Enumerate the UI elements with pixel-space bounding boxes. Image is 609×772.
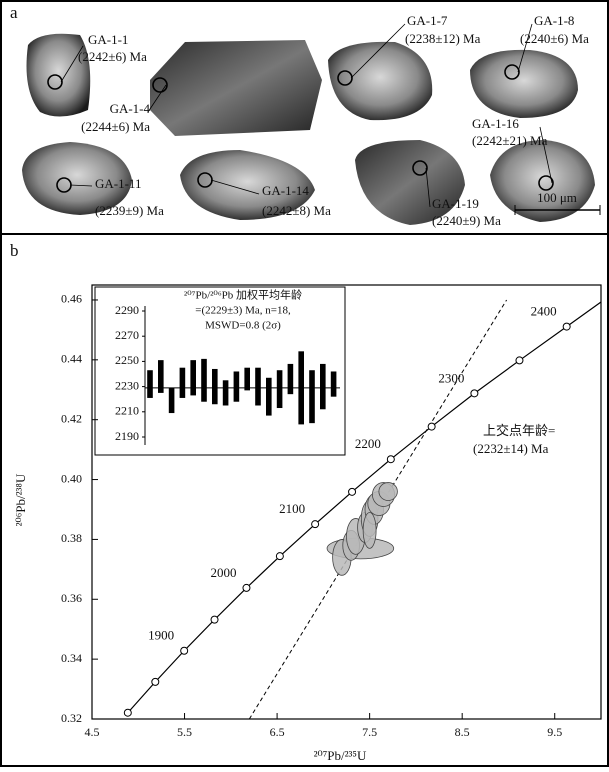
error-bar <box>212 369 218 404</box>
spot-name: GA-1-8 <box>534 13 574 28</box>
spot-name: GA-1-14 <box>262 183 309 198</box>
error-bar <box>244 368 250 391</box>
analysis-ellipse <box>379 483 398 501</box>
concordia-point <box>428 423 435 430</box>
y-tick-label: 0.40 <box>61 471 82 485</box>
error-bar <box>331 371 337 396</box>
spot-age: (2242±21) Ma <box>472 133 548 148</box>
y-tick-label: 0.46 <box>61 292 82 306</box>
concordia-point <box>563 323 570 330</box>
age-label: 2300 <box>438 370 464 385</box>
x-tick-label: 6.5 <box>270 725 285 739</box>
error-bar <box>277 370 283 408</box>
inset-title: ²⁰⁷Pb/²⁰⁶Pb 加权平均年龄 <box>184 288 302 302</box>
error-bar <box>223 380 229 405</box>
error-bar <box>158 360 164 393</box>
error-bar <box>180 368 186 398</box>
y-tick-label: 0.34 <box>61 651 82 665</box>
x-tick-label: 8.5 <box>455 725 470 739</box>
y-tick-label: 0.32 <box>61 711 82 725</box>
y-tick-label: 0.38 <box>61 531 82 545</box>
x-tick-label: 7.5 <box>362 725 377 739</box>
spot-name: GA-1-11 <box>95 176 141 191</box>
error-bar <box>190 360 196 395</box>
panel-label: a <box>10 3 18 22</box>
concordia-point <box>181 647 188 654</box>
spot-age: (2239±9) Ma <box>95 203 164 218</box>
spot-name: GA-1-7 <box>407 13 448 28</box>
y-axis-label: ²⁰⁶Pb/²³⁸U <box>13 473 28 526</box>
intercept-label: 上交点年龄= <box>483 423 555 438</box>
spot-age: (2242±8) Ma <box>262 203 331 218</box>
spot-name: GA-1-1 <box>88 32 128 47</box>
concordia-point <box>124 709 131 716</box>
y-tick-label: 0.44 <box>61 352 82 366</box>
spot-name: GA-1-4 <box>110 101 151 116</box>
y-tick-label: 0.42 <box>61 411 82 425</box>
error-bar <box>298 351 304 424</box>
inset-y-tick-label: 2250 <box>115 353 139 367</box>
spot-age: (2242±6) Ma <box>78 49 147 64</box>
error-bar <box>201 359 207 402</box>
spot-age: (2240±9) Ma <box>432 213 501 228</box>
age-label: 2000 <box>210 565 236 580</box>
spot-name: GA-1-16 <box>472 116 519 131</box>
concordia-point <box>471 390 478 397</box>
intercept-age: (2232±14) Ma <box>473 441 549 456</box>
age-label: 1900 <box>148 628 174 643</box>
inset-y-tick-label: 2290 <box>115 303 139 317</box>
inset-y-tick-label: 2190 <box>115 429 139 443</box>
error-bar <box>320 364 326 409</box>
inset-y-tick-label: 2210 <box>115 404 139 418</box>
error-bar <box>234 371 240 401</box>
inset-y-tick-label: 2270 <box>115 328 139 342</box>
scale-bar-label: 100 μm <box>537 190 577 205</box>
age-label: 2400 <box>531 304 557 319</box>
panel-label: b <box>10 241 19 260</box>
concordia-point <box>387 456 394 463</box>
x-axis-label: ²⁰⁷Pb/²³⁵U <box>314 748 367 763</box>
x-tick-label: 9.5 <box>547 725 562 739</box>
error-bar <box>169 388 175 413</box>
error-bar <box>147 370 153 398</box>
x-tick-label: 5.5 <box>177 725 192 739</box>
spot-name: GA-1-19 <box>432 196 479 211</box>
analysis-ellipse <box>363 512 376 548</box>
concordia-point <box>276 553 283 560</box>
age-label: 2100 <box>279 501 305 516</box>
y-tick-label: 0.36 <box>61 591 82 605</box>
inset-y-tick-label: 2230 <box>115 378 139 392</box>
spot-age: (2240±6) Ma <box>520 31 589 46</box>
inset-title: MSWD=0.8 (2σ) <box>205 320 281 332</box>
inset-title: =(2229±3) Ma, n=18, <box>195 305 291 317</box>
age-label: 2200 <box>355 436 381 451</box>
figure: a 100 μm b ²⁰⁷Pb/²³⁵U ²⁰⁶Pb/²³⁸U 上交点年龄= … <box>0 0 609 767</box>
zircon <box>150 40 322 136</box>
zircon <box>328 42 432 120</box>
error-bar <box>288 364 294 394</box>
concordia-point <box>516 357 523 364</box>
concordia-point <box>312 521 319 528</box>
error-bar <box>309 370 315 423</box>
error-bar <box>266 378 272 416</box>
x-tick-label: 4.5 <box>85 725 100 739</box>
concordia-point <box>349 488 356 495</box>
spot-age: (2244±6) Ma <box>81 119 150 134</box>
zircon <box>470 50 578 118</box>
concordia-point <box>152 678 159 685</box>
spot-age: (2238±12) Ma <box>405 31 481 46</box>
error-bar <box>255 368 261 406</box>
concordia-point <box>243 584 250 591</box>
concordia-point <box>211 616 218 623</box>
